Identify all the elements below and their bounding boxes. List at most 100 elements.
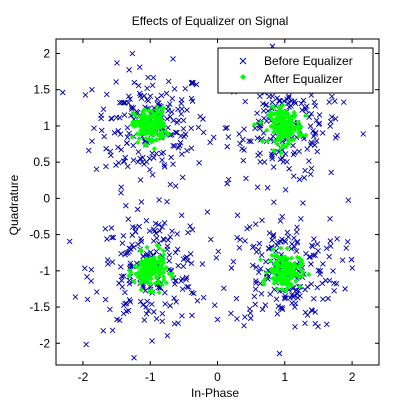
before-equalizer-point xyxy=(327,243,334,249)
before-equalizer-point xyxy=(84,296,91,303)
after-equalizer-point xyxy=(153,274,159,280)
x-tick-label: 2 xyxy=(349,370,356,384)
before-equalizer-point xyxy=(116,99,123,106)
before-equalizer-point xyxy=(282,151,289,157)
after-equalizer-point xyxy=(141,261,147,267)
before-equalizer-point xyxy=(178,133,184,139)
after-equalizer-point xyxy=(154,104,160,110)
before-equalizer-point xyxy=(312,309,319,315)
before-equalizer-point xyxy=(155,284,162,291)
before-equalizer-point xyxy=(177,139,184,146)
before-equalizer-point xyxy=(159,157,165,163)
before-equalizer-point xyxy=(66,238,73,245)
before-equalizer-point xyxy=(113,79,119,85)
after-equalizer-point xyxy=(292,127,298,133)
before-equalizer-point xyxy=(89,86,95,93)
after-equalizer-point xyxy=(299,257,305,263)
before-equalizer-point xyxy=(291,292,297,299)
before-equalizer-point xyxy=(293,229,300,235)
before-equalizer-point xyxy=(83,341,89,348)
after-equalizer-point xyxy=(143,124,149,130)
after-equalizer-point xyxy=(278,150,284,156)
after-equalizer-point xyxy=(270,246,276,252)
before-equalizer-point xyxy=(288,245,295,252)
before-equalizer-point xyxy=(150,238,157,244)
before-equalizer-point xyxy=(246,224,253,230)
before-equalizer-point xyxy=(165,78,172,85)
before-equalizer-point xyxy=(179,106,185,112)
before-equalizer-point xyxy=(167,302,173,309)
after-equalizer-point xyxy=(153,270,159,276)
after-equalizer-point xyxy=(281,120,287,126)
before-equalizer-point xyxy=(263,258,269,265)
before-equalizer-point xyxy=(148,301,155,307)
before-equalizer-point xyxy=(144,250,150,257)
before-equalizer-point xyxy=(287,294,293,301)
before-equalizer-point xyxy=(145,308,152,314)
after-equalizer-point xyxy=(138,120,144,126)
before-equalizer-point xyxy=(158,92,165,99)
before-equalizer-point xyxy=(162,289,168,296)
after-equalizer-point xyxy=(144,244,150,250)
before-equalizer-point xyxy=(257,265,264,272)
before-equalizer-point xyxy=(115,128,122,134)
before-equalizer-point xyxy=(312,252,319,259)
before-equalizer-point xyxy=(331,287,337,294)
before-equalizer-point xyxy=(121,158,128,165)
before-equalizer-point xyxy=(311,236,317,242)
before-equalizer-point xyxy=(81,265,88,272)
before-equalizer-point xyxy=(271,286,278,293)
before-equalizer-point xyxy=(290,173,297,179)
before-equalizer-point xyxy=(123,250,130,256)
before-equalizer-point xyxy=(225,176,232,183)
before-equalizer-point xyxy=(119,99,125,106)
after-equalizer-point xyxy=(131,278,137,284)
after-equalizer-point xyxy=(264,127,270,133)
after-equalizer-point xyxy=(156,245,162,251)
before-equalizer-point xyxy=(348,256,355,263)
after-equalizer-point xyxy=(296,133,302,139)
after-equalizer-point xyxy=(275,137,281,143)
before-equalizer-point xyxy=(131,354,137,361)
before-equalizer-point xyxy=(188,260,195,267)
before-equalizer-point xyxy=(254,184,261,190)
before-equalizer-point xyxy=(326,253,333,260)
before-equalizer-point xyxy=(302,320,308,327)
after-equalizer-point xyxy=(267,258,273,264)
after-equalizer-point xyxy=(142,141,148,147)
before-equalizer-point xyxy=(153,248,160,255)
before-equalizer-point xyxy=(100,327,107,334)
before-equalizer-point xyxy=(290,142,296,149)
before-equalizer-point xyxy=(271,199,277,205)
after-equalizer-point xyxy=(292,270,298,276)
before-equalizer-point xyxy=(126,130,132,137)
after-equalizer-point xyxy=(135,270,141,276)
x-tick-label: -1 xyxy=(145,370,156,384)
before-equalizer-point xyxy=(59,89,66,96)
after-equalizer-point xyxy=(278,133,284,139)
before-equalizer-point xyxy=(165,107,171,114)
before-equalizer-point xyxy=(266,230,273,236)
before-equalizer-point xyxy=(167,181,174,188)
before-equalizer-point xyxy=(316,112,323,118)
before-equalizer-point xyxy=(182,85,189,92)
before-equalizer-point xyxy=(168,131,175,138)
before-equalizer-point xyxy=(156,227,163,234)
before-equalizer-point xyxy=(329,114,335,120)
y-tick-label: -1 xyxy=(39,264,50,278)
after-equalizer-point xyxy=(145,260,151,266)
after-equalizer-point xyxy=(154,123,160,129)
before-equalizer-point xyxy=(160,149,167,156)
before-equalizer-point xyxy=(307,171,314,177)
before-equalizer-point xyxy=(142,287,149,294)
y-tick-label: -1.5 xyxy=(29,300,50,314)
before-equalizer-point xyxy=(149,338,155,344)
after-equalizer-point xyxy=(283,127,289,133)
after-equalizer-point xyxy=(137,273,143,279)
before-equalizer-point xyxy=(311,99,318,105)
after-equalizer-point xyxy=(291,124,297,130)
before-equalizer-point xyxy=(127,299,134,305)
after-equalizer-point xyxy=(140,130,146,136)
before-equalizer-point xyxy=(164,198,170,205)
